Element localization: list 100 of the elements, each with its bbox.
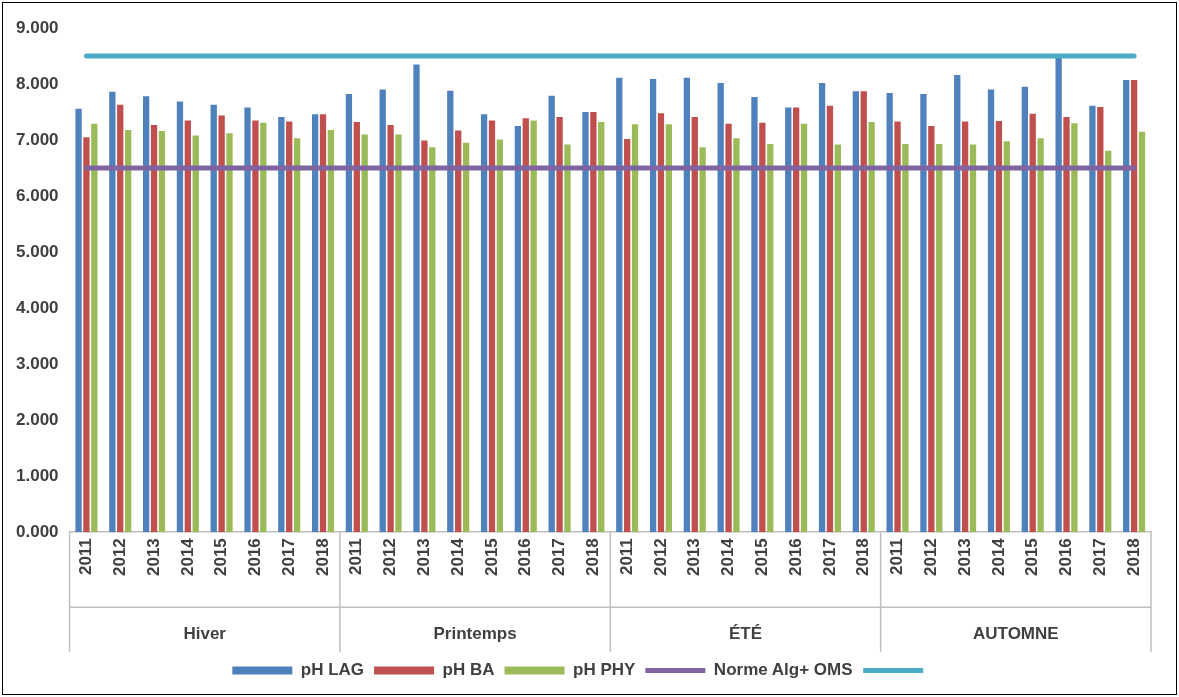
x-tick-label: 2015: [211, 538, 231, 577]
bar: [176, 101, 184, 533]
x-tick-label: 2014: [718, 537, 738, 577]
bar: [286, 121, 293, 533]
bar: [665, 124, 672, 533]
bar: [987, 89, 995, 533]
bar: [319, 114, 327, 533]
x-tick-label: 2015: [752, 538, 772, 577]
y-tick-label: 3.000: [15, 353, 59, 373]
legend-label: Norme Alg+ OMS: [713, 660, 853, 680]
y-tick-label: 9.000: [15, 17, 59, 37]
bar: [260, 122, 267, 533]
bar: [1037, 138, 1044, 533]
bar: [759, 122, 766, 533]
x-tick-label: 2016: [515, 538, 535, 577]
y-tick-label: 4.000: [15, 297, 59, 317]
x-tick-label: 2012: [109, 538, 129, 577]
x-tick-label: 2015: [1022, 538, 1042, 577]
bar: [109, 91, 116, 533]
bar: [293, 138, 301, 533]
y-tick-label: 0.000: [15, 521, 59, 541]
bar: [657, 113, 665, 533]
bar: [1130, 80, 1138, 533]
bar: [725, 123, 732, 533]
x-tick-label: 2018: [1123, 538, 1143, 577]
bar: [920, 94, 927, 533]
bar: [117, 104, 124, 533]
bar: [886, 92, 893, 533]
x-tick-label: 2017: [819, 538, 839, 577]
bar: [488, 120, 496, 533]
bar: [590, 112, 597, 533]
x-tick-label: 2018: [583, 538, 603, 577]
bar: [361, 134, 368, 533]
x-tick-label: 2016: [785, 538, 805, 577]
bar: [800, 123, 808, 533]
bar: [717, 82, 724, 533]
bar: [1029, 113, 1036, 533]
bar: [142, 96, 150, 533]
bar: [353, 122, 360, 533]
y-tick-label: 7.000: [15, 129, 59, 149]
bar: [868, 122, 875, 533]
bar: [278, 117, 285, 533]
bar: [564, 144, 571, 533]
bar: [210, 104, 217, 533]
bar: [345, 94, 353, 533]
legend-label: pH LAG: [300, 660, 365, 680]
bar: [496, 139, 504, 533]
bar: [1071, 123, 1078, 533]
bar: [1097, 106, 1104, 533]
legend-label: pH BA: [442, 660, 495, 680]
bar: [936, 143, 943, 533]
bar: [379, 89, 386, 533]
bar: [514, 126, 522, 533]
bar: [894, 121, 901, 533]
bar: [902, 143, 909, 533]
bar: [226, 133, 233, 533]
x-tick-label: 2012: [380, 538, 400, 577]
bar: [582, 112, 589, 533]
bar: [683, 77, 691, 533]
bar: [818, 82, 826, 533]
bar: [395, 134, 402, 533]
bar: [218, 115, 225, 533]
bar: [455, 130, 462, 533]
bar: [1089, 105, 1096, 533]
bar: [954, 75, 961, 533]
x-tick-label: 2012: [921, 538, 941, 577]
x-tick-label: 2014: [988, 537, 1008, 577]
bar: [556, 117, 563, 533]
text: AUTOMNE: [973, 623, 1059, 643]
y-tick-label: 2.000: [15, 409, 59, 429]
bar: [413, 64, 420, 533]
bar: [616, 77, 623, 533]
bar: [624, 138, 631, 533]
bar: [852, 91, 860, 533]
x-tick-label: 2013: [143, 538, 163, 577]
x-tick-label: 2011: [887, 538, 907, 576]
y-tick-label: 1.000: [15, 465, 59, 485]
bar: [75, 108, 82, 533]
x-tick-label: 2016: [1056, 538, 1076, 577]
bar: [184, 120, 191, 533]
bar: [311, 114, 319, 533]
bar: [767, 143, 774, 533]
bar: [1138, 131, 1146, 533]
bar: [928, 126, 935, 533]
bar: [124, 129, 132, 533]
bar: [327, 129, 335, 533]
x-tick-label: 2013: [684, 538, 704, 577]
bar: [1105, 150, 1112, 533]
x-tick-label: 2013: [414, 538, 434, 577]
bar: [995, 120, 1003, 533]
bar: [387, 124, 394, 533]
bar: [252, 120, 259, 533]
bar: [969, 144, 977, 533]
legend-label: pH PHY: [573, 660, 637, 680]
bar: [480, 114, 488, 533]
x-tick-label: 2017: [549, 538, 569, 577]
x-tick-label: 2013: [954, 538, 974, 577]
x-tick-label: 2015: [481, 538, 501, 577]
bar: [91, 123, 98, 533]
x-tick-label: 2018: [853, 538, 873, 577]
